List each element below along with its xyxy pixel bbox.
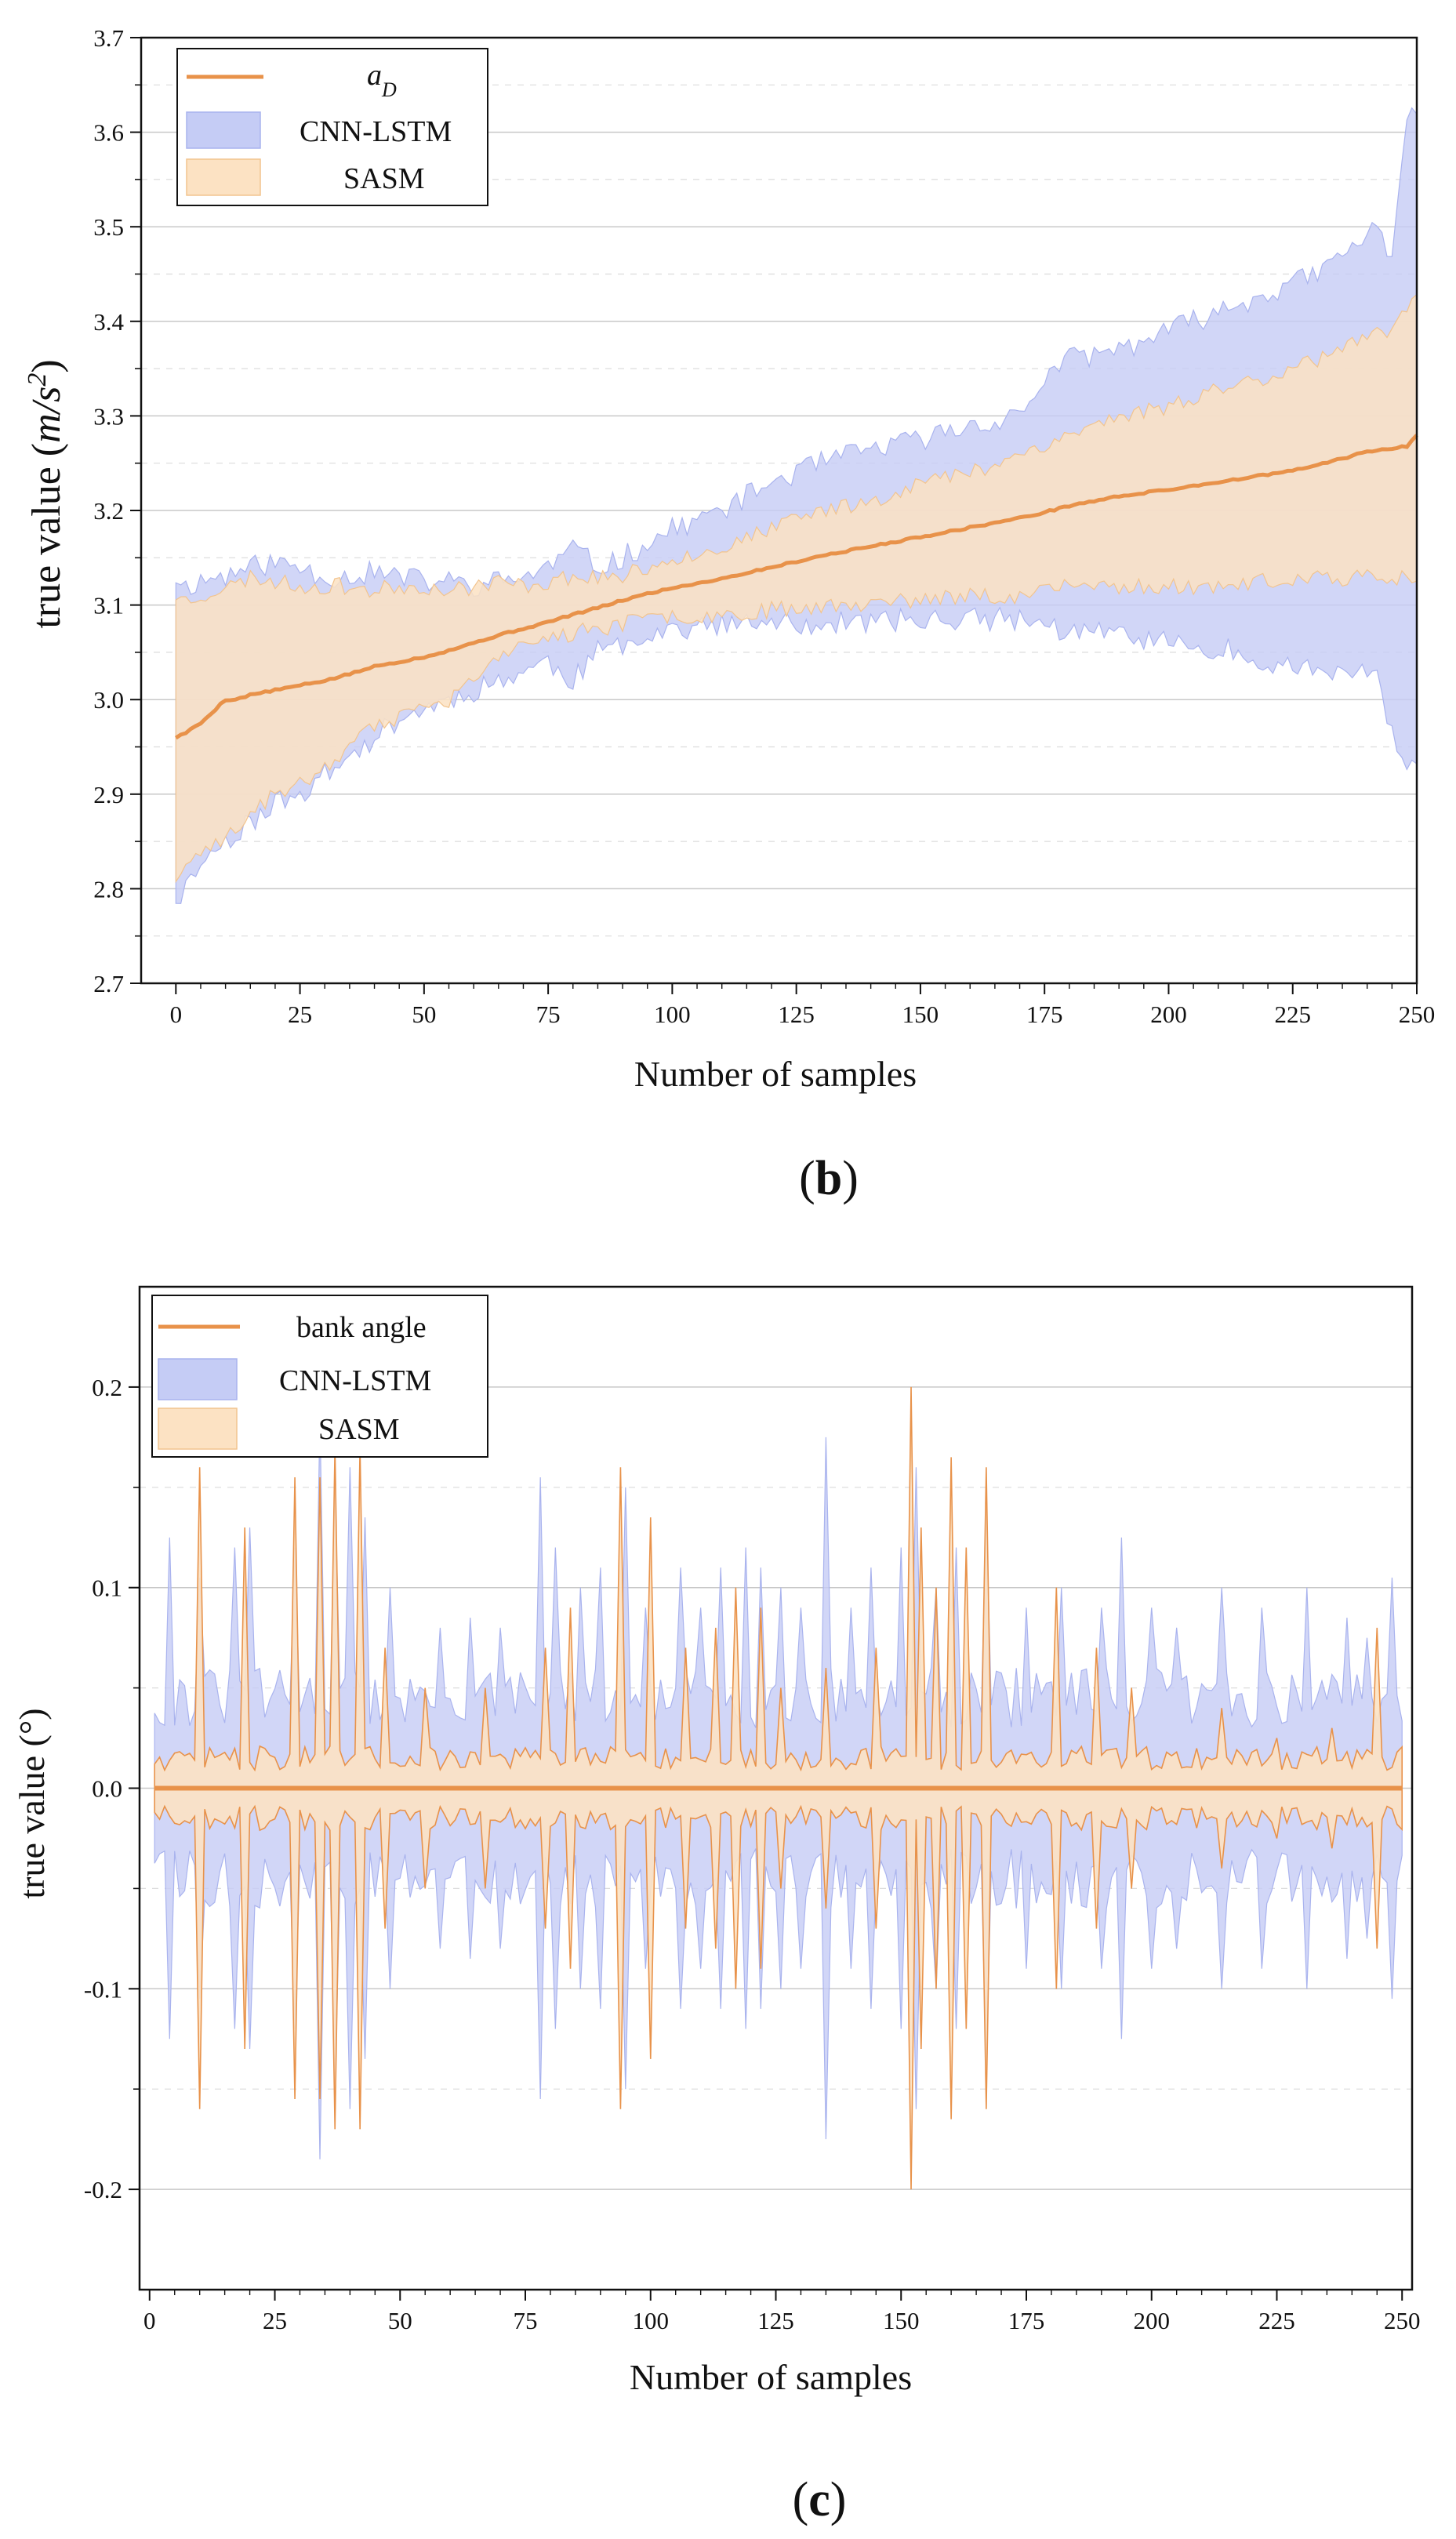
y-tick-label: 3.7 (93, 24, 124, 52)
legend-cnn-lstm-swatch (186, 111, 261, 149)
x-tick-label: 50 (412, 1001, 436, 1028)
x-tick-label: 100 (654, 1001, 691, 1028)
ticks-c (129, 1386, 1403, 2301)
legend-bank-angle-label: bank angle (296, 1311, 427, 1344)
y-tick-labels-c: -0.2 -0.1 0.0 0.1 0.2 (84, 1374, 122, 2203)
legend-sasm-swatch (186, 158, 261, 196)
y-tick-label: -0.2 (84, 2176, 122, 2203)
x-tick-label: 0 (143, 2307, 156, 2334)
legend-sasm-swatch-c (158, 1408, 238, 1450)
y-tick-label: 3.3 (93, 402, 124, 430)
legend-sasm-label: SASM (343, 162, 425, 195)
x-tick-label: 125 (778, 1001, 815, 1028)
x-tick-label: 200 (1133, 2307, 1170, 2334)
y-tick-label: -0.1 (84, 1975, 122, 2003)
chart-panel-c: 0 25 50 75 100 125 150 175 200 225 250 -0.2 -0.1 0.0… (12, 1285, 1420, 2526)
y-axis-label-c: true value (°) (12, 1708, 52, 1898)
legend-c: bank angle CNN-LSTM SASM (151, 1295, 488, 1458)
x-tick-label: 100 (633, 2307, 670, 2334)
x-tick-label: 25 (263, 2307, 287, 2334)
legend-cnn-lstm-label: CNN-LSTM (300, 115, 452, 148)
x-tick-labels-b: 0 25 50 75 100 125 150 175 200 225 250 (170, 1001, 1436, 1028)
chart-panel-b: 0 25 50 75 100 125 150 175 200 225 250 2.7 2.8 2.9 3.… (23, 24, 1436, 1205)
x-tick-label: 250 (1384, 2307, 1421, 2334)
y-tick-label: 0.0 (92, 1775, 122, 1803)
y-tick-label: 3.1 (93, 592, 124, 619)
y-tick-label: 3.0 (93, 686, 124, 714)
y-tick-label: 2.7 (93, 970, 124, 997)
legend-b: aD CNN-LSTM SASM (176, 48, 488, 206)
y-tick-label: 0.2 (92, 1374, 122, 1401)
x-tick-label: 0 (170, 1001, 183, 1028)
x-tick-label: 75 (536, 1001, 561, 1028)
y-tick-labels-b: 2.7 2.8 2.9 3.0 3.1 3.2 3.3 3.4 3.5 3.6 3.7 (93, 24, 124, 997)
x-tick-label: 150 (883, 2307, 920, 2334)
legend-ad-label: aD (367, 59, 397, 101)
y-tick-label: 3.2 (93, 497, 124, 525)
panel-caption-c: (c) (793, 2473, 847, 2526)
y-tick-label: 3.6 (93, 119, 124, 147)
legend-cnn-lstm-swatch-c (158, 1358, 238, 1400)
ticks-b (130, 37, 1418, 994)
ad-line-b (174, 434, 1418, 740)
x-tick-labels-c: 0 25 50 75 100 125 150 175 200 225 250 (143, 2307, 1420, 2334)
panel-caption-b: (b) (799, 1152, 859, 1205)
x-tick-label: 50 (388, 2307, 412, 2334)
x-tick-label: 175 (1026, 1001, 1063, 1028)
legend-cnn-lstm-label-c: CNN-LSTM (279, 1364, 431, 1397)
y-tick-label: 0.1 (92, 1575, 122, 1602)
x-tick-label: 225 (1258, 2307, 1295, 2334)
x-tick-label: 150 (902, 1001, 939, 1028)
x-axis-label-b: Number of samples (634, 1054, 917, 1094)
y-tick-label: 3.5 (93, 213, 124, 241)
legend-sasm-label-c: SASM (318, 1413, 400, 1446)
x-tick-label: 75 (514, 2307, 538, 2334)
y-axis-label-b: true value (m/s2) (23, 359, 70, 628)
x-tick-label: 200 (1150, 1001, 1187, 1028)
x-tick-label: 125 (757, 2307, 794, 2334)
y-tick-label: 2.9 (93, 781, 124, 808)
y-tick-label: 2.8 (93, 875, 124, 903)
y-tick-label: 3.4 (93, 308, 124, 336)
x-tick-label: 175 (1008, 2307, 1045, 2334)
ad-line (174, 434, 1418, 740)
x-tick-label: 25 (288, 1001, 312, 1028)
x-axis-label-c: Number of samples (630, 2357, 912, 2397)
x-tick-label: 225 (1274, 1001, 1311, 1028)
x-tick-label: 250 (1399, 1001, 1436, 1028)
